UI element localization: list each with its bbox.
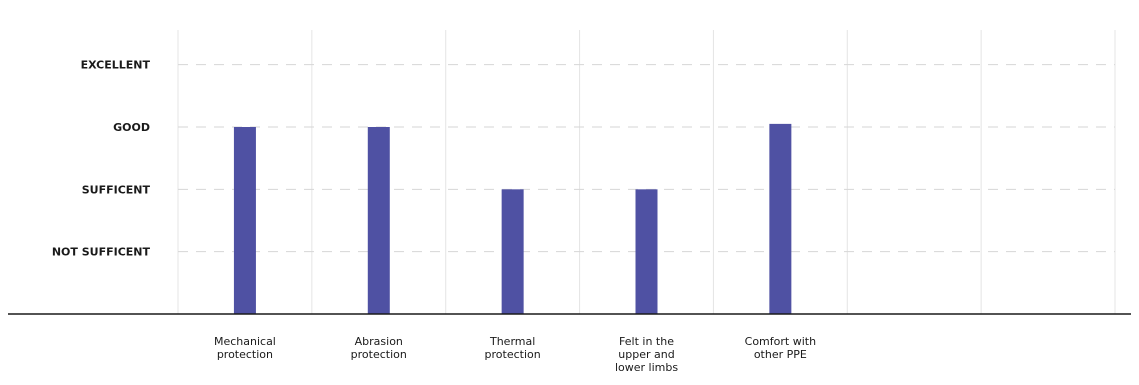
- bar: [635, 189, 658, 314]
- x-tick-label-line: protection: [485, 348, 541, 361]
- x-tick-label-line: protection: [217, 348, 273, 361]
- x-tick-label-line: lower limbs: [615, 361, 678, 374]
- x-tick-label-line: Abrasion: [355, 335, 403, 348]
- bar: [367, 127, 390, 314]
- y-tick-label: SUFFICENT: [82, 183, 151, 196]
- x-tick-label: Mechanical protection: [214, 335, 276, 361]
- y-tick-label: NOT SUFFICENT: [52, 246, 151, 259]
- y-tick-label: GOOD: [113, 121, 150, 134]
- x-tick-label-line: Comfort with: [745, 335, 816, 348]
- x-tick-label-line: Felt in the: [619, 335, 674, 348]
- x-tick-label: Abrasion protection: [351, 335, 407, 361]
- x-tick-label-line: Thermal: [489, 335, 535, 348]
- x-tick-label: Comfort with other PPE: [745, 335, 816, 361]
- bar: [501, 189, 524, 314]
- bar: [233, 127, 256, 314]
- x-tick-label-line: other PPE: [754, 348, 807, 361]
- x-tick-label-line: protection: [351, 348, 407, 361]
- x-tick-label-line: upper and: [618, 348, 674, 361]
- x-tick-label: Thermal protection: [485, 335, 541, 361]
- bar: [769, 123, 792, 314]
- x-tick-label: Felt in the upper and lower limbs: [615, 335, 678, 374]
- x-tick-label-line: Mechanical: [214, 335, 276, 348]
- y-tick-label: EXCELLENT: [81, 59, 151, 72]
